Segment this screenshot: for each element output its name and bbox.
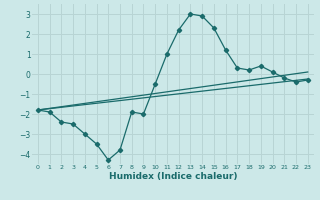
X-axis label: Humidex (Indice chaleur): Humidex (Indice chaleur)	[108, 172, 237, 181]
